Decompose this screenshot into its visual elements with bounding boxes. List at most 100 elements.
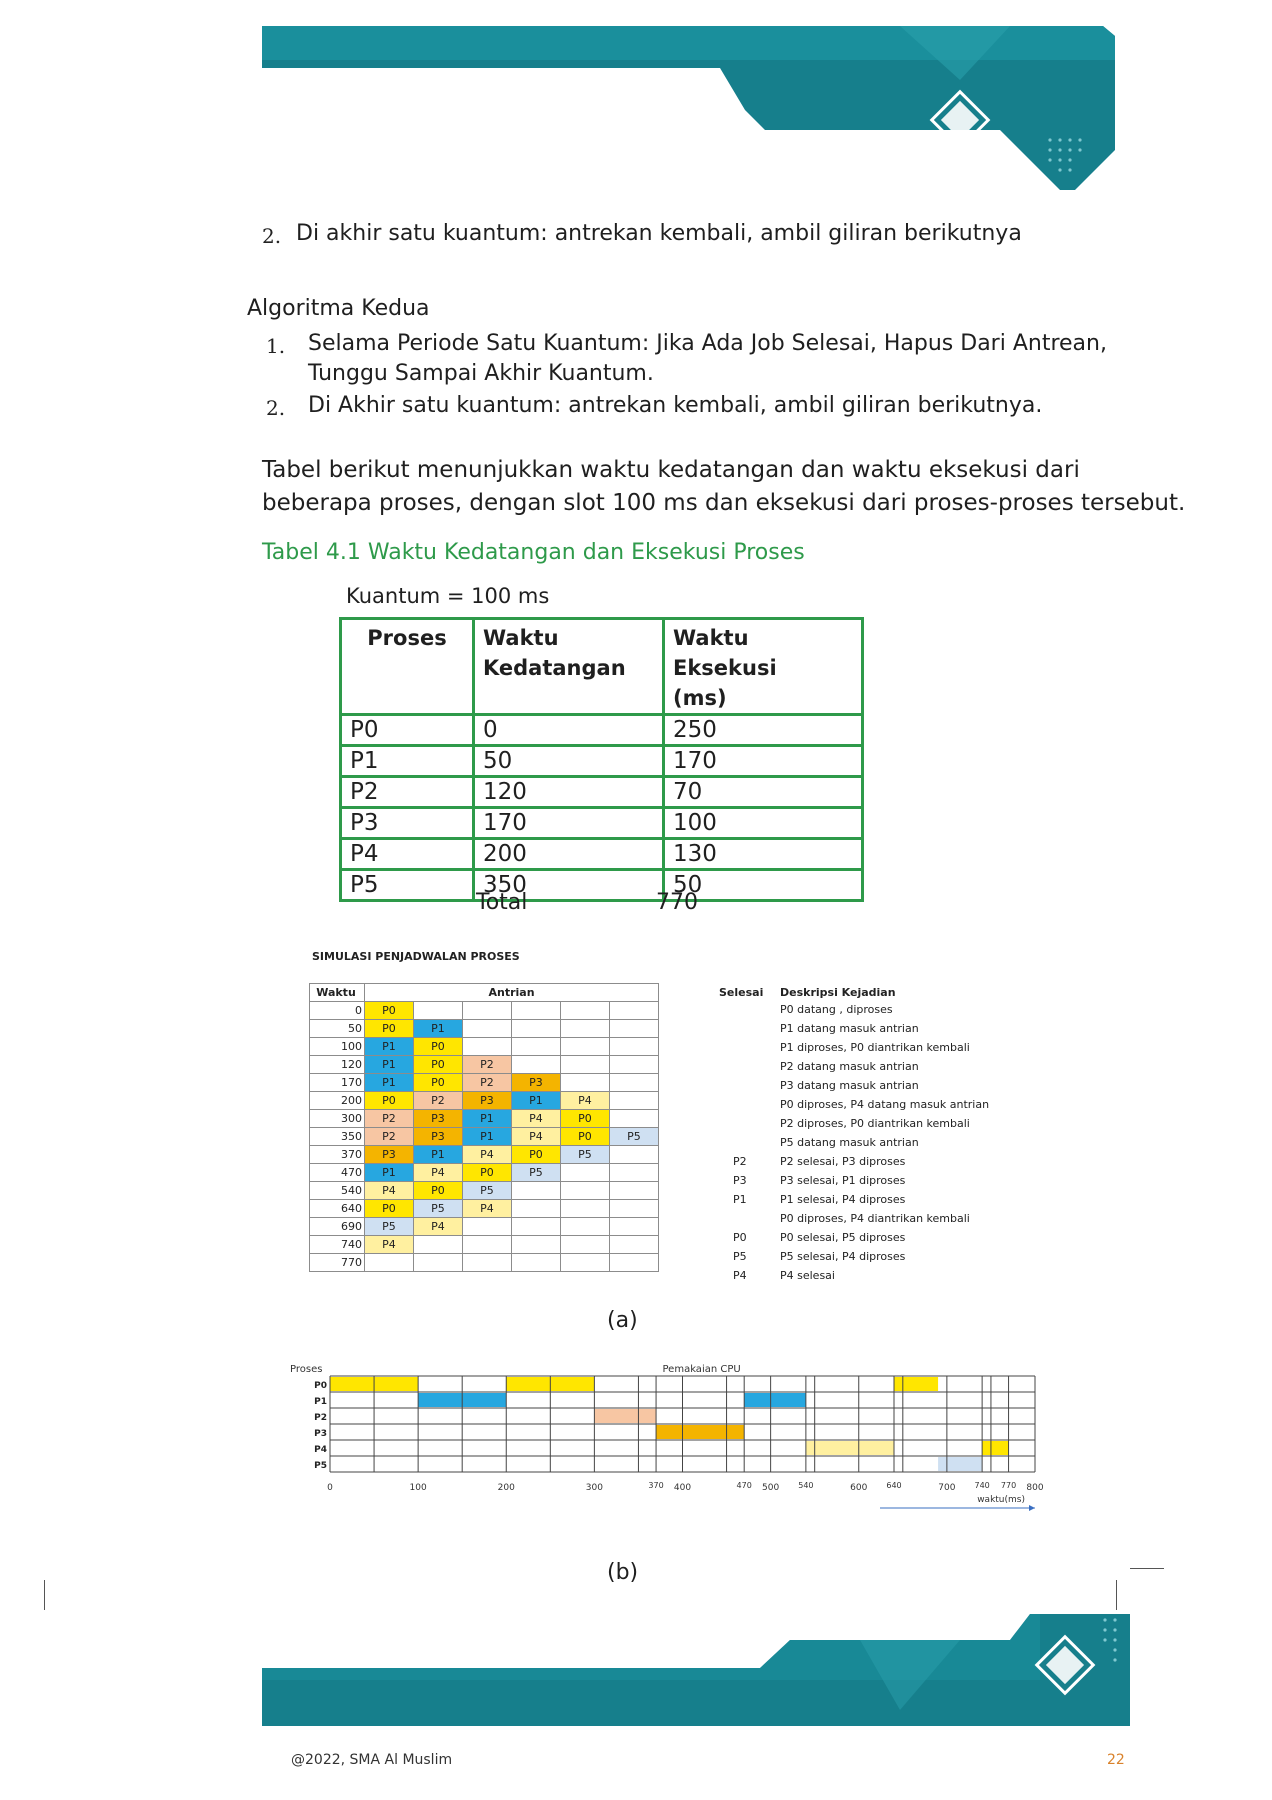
cell-queue: P4: [462, 1199, 512, 1218]
simulation-row: 350 P2 P3 P1 P4 P0 P5: [309, 1127, 659, 1146]
cell-time: 50: [309, 1019, 365, 1038]
cell-queue: [560, 1055, 610, 1074]
table-caption: Tabel 4.1 Waktu Kedatangan dan Eksekusi …: [262, 540, 805, 565]
cell-queue: P5: [511, 1163, 561, 1182]
cell-queue: [609, 1253, 659, 1272]
cell-process: P4: [339, 837, 475, 871]
cell-queue: [511, 1055, 561, 1074]
cell-queue: P0: [413, 1181, 463, 1200]
list-item-text: Di Akhir satu kuantum: antrekan kembali,…: [308, 393, 1043, 418]
cell-time: 0: [309, 1001, 365, 1020]
cell-deskripsi: P1 diproses, P0 diantrikan kembali: [780, 1041, 970, 1054]
simulation-row: 370 P3 P1 P4 P0 P5: [309, 1145, 659, 1164]
cell-queue: [511, 1235, 561, 1254]
gantt-process-label: P3: [314, 1429, 327, 1439]
cell-queue: [511, 1217, 561, 1236]
cell-selesai: P5: [733, 1250, 747, 1263]
gantt-process-label: P4: [314, 1445, 327, 1455]
cell-queue: P1: [364, 1037, 414, 1056]
margin-mark: [1116, 1580, 1117, 1610]
header-selesai: Selesai: [719, 986, 764, 999]
gantt-tick-label: 640: [886, 1481, 901, 1490]
header-proses: Proses: [339, 617, 475, 716]
cell-queue: [609, 1055, 659, 1074]
cell-deskripsi: P5 selesai, P4 diproses: [780, 1250, 906, 1263]
cell-queue: [560, 1163, 610, 1182]
simulation-row: 50 P0 P1: [309, 1019, 659, 1038]
cell-exec: 130: [662, 837, 864, 871]
cell-deskripsi: P1 datang masuk antrian: [780, 1022, 919, 1035]
cell-queue: P3: [364, 1145, 414, 1164]
cell-queue: [560, 1001, 610, 1020]
page-number: 22: [1107, 1752, 1125, 1768]
figure-caption-b: (b): [607, 1560, 639, 1585]
cell-queue: P3: [462, 1091, 512, 1110]
cell-deskripsi: P2 datang masuk antrian: [780, 1060, 919, 1073]
cell-queue: P2: [462, 1073, 512, 1092]
diamond-logo-icon: [1034, 1634, 1096, 1696]
simulation-row: 770: [309, 1253, 659, 1272]
cell-queue: P2: [364, 1109, 414, 1128]
cell-selesai: P1: [733, 1193, 747, 1206]
cell-deskripsi: P3 selesai, P1 diproses: [780, 1174, 906, 1187]
cell-queue: P0: [462, 1163, 512, 1182]
gantt-tick-label: 770: [1001, 1481, 1016, 1490]
cell-queue: P4: [560, 1091, 610, 1110]
table-header-row: Proses Waktu Kedatangan Waktu Eksekusi (ms…: [339, 617, 864, 716]
header-waktu-kedatangan: Waktu Kedatangan: [472, 617, 665, 716]
figure-caption-a: (a): [607, 1308, 638, 1333]
cell-queue: [413, 1001, 463, 1020]
cell-deskripsi: P0 datang , diproses: [780, 1003, 893, 1016]
cell-queue: [511, 1037, 561, 1056]
cell-queue: P0: [560, 1127, 610, 1146]
cell-selesai: P3: [733, 1174, 747, 1187]
cell-queue: P4: [364, 1235, 414, 1254]
cell-deskripsi: P5 datang masuk antrian: [780, 1136, 919, 1149]
cell-queue: P4: [511, 1109, 561, 1128]
cell-queue: P5: [413, 1199, 463, 1218]
cell-time: 350: [309, 1127, 365, 1146]
simulation-row: 120 P1 P0 P2: [309, 1055, 659, 1074]
list-item-text: Tunggu Sampai Akhir Kuantum.: [308, 361, 654, 386]
header-waktu-eksekusi: Waktu Eksekusi (ms): [662, 617, 864, 716]
cell-queue: [609, 1181, 659, 1200]
cell-queue: [560, 1019, 610, 1038]
header-waktu: Waktu: [309, 983, 365, 1002]
cell-queue: [511, 1181, 561, 1200]
cell-time: 370: [309, 1145, 365, 1164]
cell-deskripsi: P0 selesai, P5 diproses: [780, 1231, 906, 1244]
cell-queue: [609, 1073, 659, 1092]
cell-time: 740: [309, 1235, 365, 1254]
gantt-tick-label: 740: [974, 1481, 989, 1490]
cell-time: 200: [309, 1091, 365, 1110]
cell-queue: [511, 1019, 561, 1038]
cell-queue: P1: [511, 1091, 561, 1110]
table-row: P5 350 50: [339, 868, 864, 902]
cell-queue: P1: [413, 1145, 463, 1164]
header-deskripsi: Deskripsi Kejadian: [780, 986, 896, 999]
footer-copyright: @2022, SMA Al Muslim: [291, 1752, 453, 1768]
cell-time: 540: [309, 1181, 365, 1200]
cell-exec: 70: [662, 775, 864, 809]
simulation-row: 540 P4 P0 P5: [309, 1181, 659, 1200]
cell-queue: [609, 1091, 659, 1110]
cell-exec: 50: [662, 868, 864, 902]
gantt-bar: [982, 1441, 1009, 1455]
table-row: P2 120 70: [339, 775, 864, 809]
cell-queue: [560, 1181, 610, 1200]
cell-arrival: 170: [472, 806, 665, 840]
simulation-row: 640 P0 P5 P4: [309, 1199, 659, 1218]
cell-queue: [364, 1253, 414, 1272]
gantt-tick-label: 700: [938, 1483, 955, 1493]
cell-queue: P3: [413, 1127, 463, 1146]
cell-queue: P0: [413, 1055, 463, 1074]
list-number: 2.: [262, 224, 282, 248]
margin-mark: [1130, 1568, 1164, 1569]
gantt-bar: [594, 1409, 657, 1423]
cell-arrival: 0: [472, 713, 665, 747]
list-number: 2.: [266, 396, 286, 420]
gantt-tick-label: 200: [498, 1483, 515, 1493]
cell-process: P5: [339, 868, 475, 902]
top-banner: [262, 26, 1115, 190]
simulation-row: 0 P0: [309, 1001, 659, 1020]
